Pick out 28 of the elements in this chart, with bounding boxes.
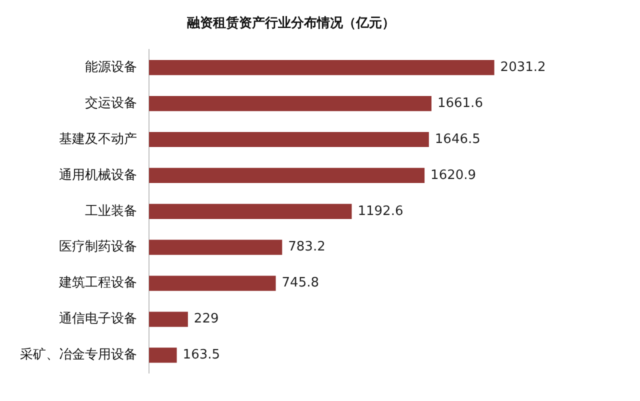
y-tick-label: 建筑工程设备 bbox=[58, 276, 137, 291]
data-label: 783.2 bbox=[288, 240, 326, 255]
chart-title: 融资租赁资产行业分布情况（亿元） bbox=[187, 15, 395, 32]
bar bbox=[149, 132, 429, 148]
bar bbox=[149, 312, 188, 327]
data-label: 1646.5 bbox=[434, 132, 480, 147]
bar bbox=[149, 276, 276, 291]
y-tick-label: 通信电子设备 bbox=[59, 312, 137, 327]
bar bbox=[149, 240, 282, 255]
data-label: 1192.6 bbox=[358, 204, 404, 219]
y-tick-label: 通用机械设备 bbox=[59, 168, 137, 183]
data-label: 163.5 bbox=[182, 348, 220, 363]
y-tick-label: 医疗制药设备 bbox=[59, 240, 137, 255]
y-tick-label: 基建及不动产 bbox=[59, 132, 137, 147]
y-tick-label: 采矿、冶金专用设备 bbox=[20, 348, 137, 363]
data-label: 1661.6 bbox=[437, 96, 483, 111]
y-tick-label: 工业装备 bbox=[85, 204, 137, 219]
data-label: 1620.9 bbox=[430, 168, 476, 183]
data-label: 2031.2 bbox=[500, 60, 546, 75]
data-label: 229 bbox=[194, 312, 219, 327]
bar bbox=[149, 168, 425, 183]
bar bbox=[149, 96, 432, 112]
bar bbox=[149, 204, 352, 219]
y-tick-label: 能源设备 bbox=[85, 60, 137, 75]
y-tick-label: 交运设备 bbox=[85, 94, 137, 111]
data-label: 745.8 bbox=[282, 276, 320, 291]
bar bbox=[149, 60, 494, 76]
bar bbox=[149, 348, 177, 363]
